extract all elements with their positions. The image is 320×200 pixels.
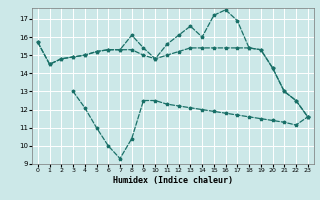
- X-axis label: Humidex (Indice chaleur): Humidex (Indice chaleur): [113, 176, 233, 185]
